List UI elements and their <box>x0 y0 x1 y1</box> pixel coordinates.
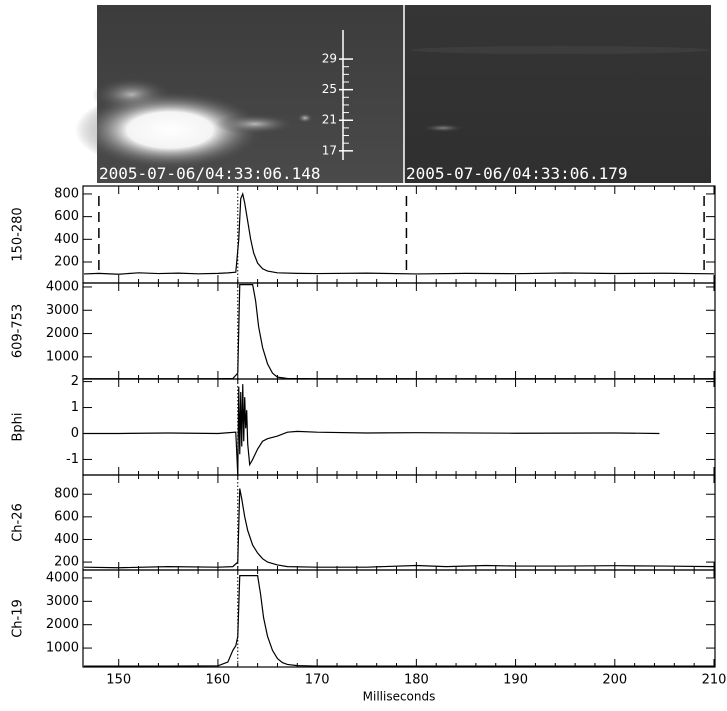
y-tick-label: 2000 <box>46 326 79 341</box>
y-tick-label: -1 <box>66 452 79 467</box>
image-timestamp: 2005-07-06/04:33:06.179 <box>406 164 628 183</box>
x-tick-label: 210 <box>702 673 727 688</box>
x-tick-label: 200 <box>602 673 627 688</box>
scale-label: 17 <box>322 143 337 157</box>
y-axis-label: Ch-26 <box>11 503 26 542</box>
scale-label: 29 <box>322 52 337 66</box>
y-tick-label: 600 <box>54 509 79 524</box>
data-line <box>83 384 660 475</box>
data-line <box>83 575 715 667</box>
panel: -1 0 1 2 Bphi <box>11 374 716 476</box>
y-tick-label: 400 <box>54 532 79 547</box>
panel: 1000 2000 3000 4000 609-753 <box>11 279 716 380</box>
y-axis-label: 150-280 <box>11 207 26 261</box>
y-tick-label: 3000 <box>46 303 79 318</box>
y-tick-label: 800 <box>54 186 79 201</box>
x-tick-label: 180 <box>404 673 429 688</box>
x-tick-label: 160 <box>206 673 231 688</box>
camera-image-1: 2005-07-06/04:33:06.148 <box>75 5 404 183</box>
x-tick-label: 190 <box>503 673 528 688</box>
panel-frame <box>82 474 716 571</box>
data-line <box>83 284 715 379</box>
panel: 1000 2000 3000 4000 150 160 170 180 190 200 210 Ch-… <box>11 569 727 704</box>
y-tick-label: 4000 <box>46 279 79 294</box>
y-tick-label: 2 <box>71 374 79 389</box>
scale-label: 21 <box>322 113 337 127</box>
y-tick-label: 1000 <box>46 641 79 656</box>
x-tick-label: 170 <box>305 673 330 688</box>
y-tick-label: 2000 <box>46 617 79 632</box>
y-tick-label: 600 <box>54 209 79 224</box>
panel: 200 400 600 800 150-280 <box>11 185 716 284</box>
panel-frame <box>82 282 716 380</box>
y-tick-label: 200 <box>54 255 79 270</box>
y-tick-label: 1 <box>71 400 79 415</box>
y-tick-label: 3000 <box>46 594 79 609</box>
camera-image-2: 2005-07-06/04:33:06.179 <box>404 5 711 183</box>
y-tick-label: 800 <box>54 487 79 502</box>
data-line <box>83 192 715 275</box>
y-tick-label: 1000 <box>46 349 79 364</box>
y-axis-label: Ch-19 <box>11 599 26 638</box>
y-tick-label: 400 <box>54 232 79 247</box>
panel-frame <box>82 185 716 284</box>
y-tick-label: 0 <box>71 426 79 441</box>
panels: 200400600800150-2801000200030004000609-7… <box>11 185 727 704</box>
panel-frame <box>82 378 716 476</box>
y-tick-label: 200 <box>54 555 79 570</box>
image-scale: 17 21 25 29 <box>322 30 353 160</box>
y-tick-label: 4000 <box>46 570 79 585</box>
y-axis-label: 609-753 <box>11 304 26 358</box>
panel-frame <box>82 569 716 668</box>
data-line <box>83 488 715 569</box>
image-timestamp: 2005-07-06/04:33:06.148 <box>99 164 321 183</box>
y-axis-label: Bphi <box>11 412 26 441</box>
x-tick-label: 150 <box>106 673 131 688</box>
panel: 200 400 600 800 Ch-26 <box>11 474 716 571</box>
scale-label: 25 <box>322 82 337 96</box>
x-axis-label: Milliseconds <box>363 690 436 704</box>
